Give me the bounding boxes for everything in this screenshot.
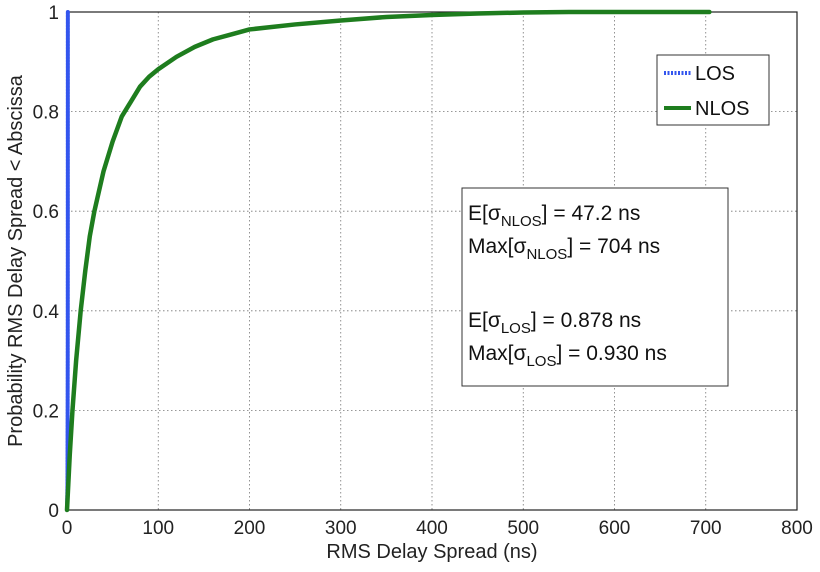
y-tick-label: 0.8	[33, 103, 59, 124]
legend: LOS NLOS	[656, 54, 770, 126]
x-tick-label: 400	[416, 518, 448, 539]
x-tick-label: 200	[234, 518, 266, 539]
legend-label-los: LOS	[695, 63, 735, 85]
x-axis-ticks: 0 100 200 300 400 500 600 700 800	[62, 518, 813, 539]
x-tick-label: 100	[142, 518, 174, 539]
y-axis-label: Probability RMS Delay Spread < Abscissa	[5, 74, 27, 447]
y-tick-label: 1	[48, 3, 59, 24]
y-tick-label: 0.4	[33, 302, 60, 323]
series-line-los	[65, 10, 70, 512]
x-tick-label: 0	[62, 518, 73, 539]
x-tick-label: 300	[325, 518, 357, 539]
series-line-nlos	[64, 9, 712, 513]
x-tick-label: 600	[599, 518, 631, 539]
y-tick-label: 0.6	[33, 202, 59, 223]
y-tick-label: 0	[48, 501, 59, 522]
statistics-box	[461, 187, 729, 387]
x-tick-label: 800	[781, 518, 813, 539]
series-layer	[64, 9, 712, 513]
legend-label-nlos: NLOS	[695, 98, 749, 120]
statistics-annotation: E[σNLOS] = 47.2 ns Max[σNLOS] = 704 ns E…	[461, 187, 729, 387]
x-axis-label: RMS Delay Spread (ns)	[326, 541, 537, 563]
x-tick-label: 500	[507, 518, 539, 539]
y-tick-label: 0.2	[33, 401, 59, 422]
legend-box	[656, 54, 770, 126]
y-axis-ticks: 0 0.2 0.4 0.6 0.8 1	[33, 3, 60, 522]
x-tick-label: 700	[690, 518, 722, 539]
